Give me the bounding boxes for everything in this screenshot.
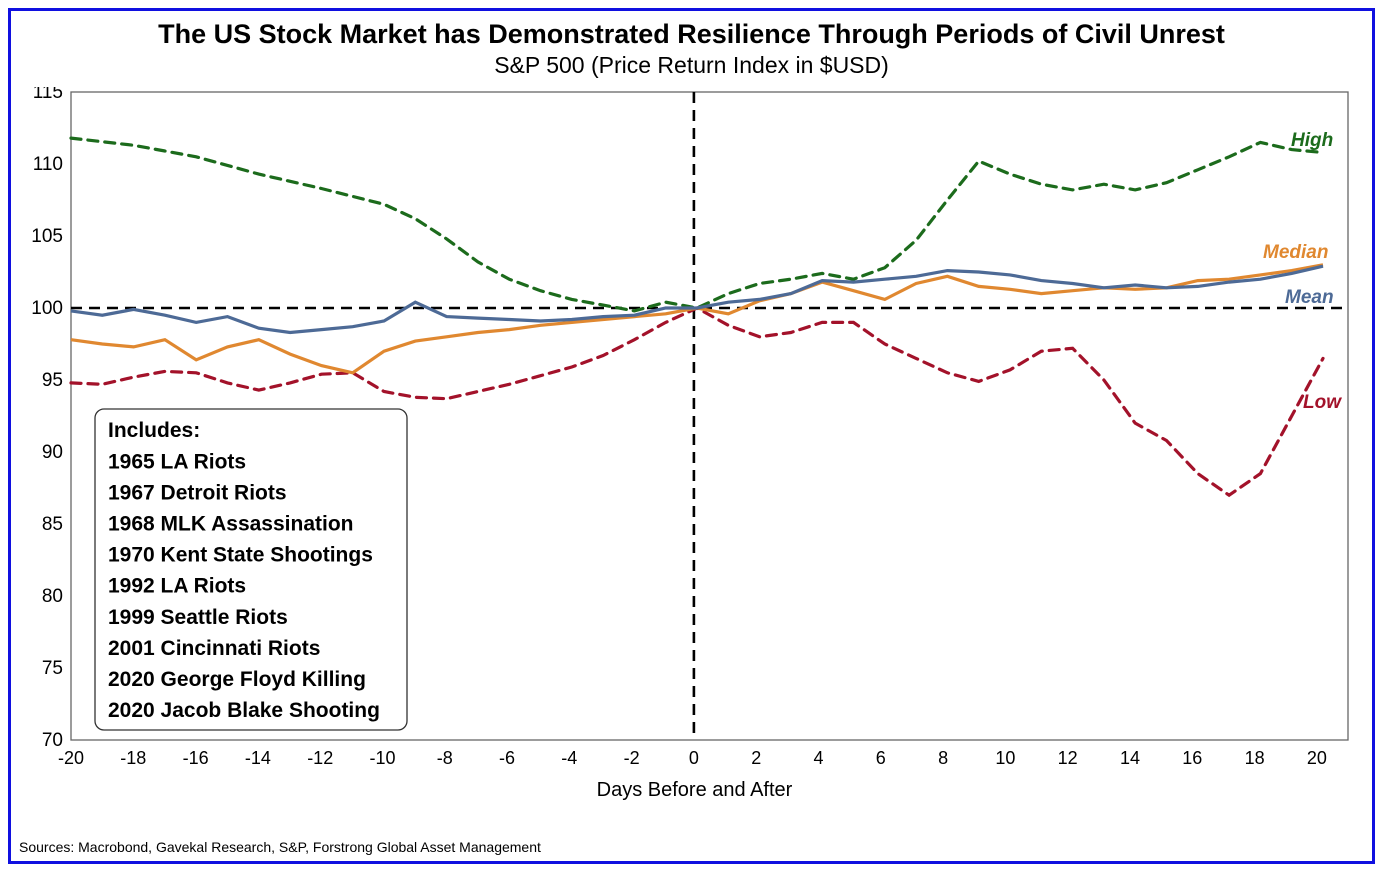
svg-text:105: 105 <box>31 226 63 247</box>
svg-text:2020 Jacob Blake Shooting: 2020 Jacob Blake Shooting <box>108 699 380 722</box>
svg-text:1999 Seattle Riots: 1999 Seattle Riots <box>108 606 288 629</box>
svg-text:1965 LA Riots: 1965 LA Riots <box>108 450 246 473</box>
svg-text:-12: -12 <box>307 748 333 768</box>
svg-text:2020 George Floyd Killing: 2020 George Floyd Killing <box>108 668 366 691</box>
svg-text:90: 90 <box>42 442 63 463</box>
svg-text:Includes:: Includes: <box>108 419 200 442</box>
svg-text:8: 8 <box>938 748 948 768</box>
svg-text:2: 2 <box>751 748 761 768</box>
svg-text:-14: -14 <box>245 748 271 768</box>
svg-text:75: 75 <box>42 658 63 679</box>
svg-text:95: 95 <box>42 370 63 391</box>
svg-text:12: 12 <box>1058 748 1078 768</box>
svg-text:18: 18 <box>1245 748 1265 768</box>
svg-text:2001 Cincinnati Riots: 2001 Cincinnati Riots <box>108 637 320 660</box>
svg-text:-2: -2 <box>624 748 640 768</box>
svg-text:10: 10 <box>995 748 1015 768</box>
svg-text:1967 Detroit Riots: 1967 Detroit Riots <box>108 481 287 504</box>
svg-text:Low: Low <box>1303 392 1342 413</box>
svg-text:1968 MLK Assassination: 1968 MLK Assassination <box>108 513 353 536</box>
svg-text:Mean: Mean <box>1285 287 1334 308</box>
svg-text:80: 80 <box>42 586 63 607</box>
svg-text:-18: -18 <box>120 748 146 768</box>
svg-text:14: 14 <box>1120 748 1140 768</box>
svg-text:-6: -6 <box>499 748 515 768</box>
svg-text:6: 6 <box>876 748 886 768</box>
svg-text:85: 85 <box>42 514 63 535</box>
svg-text:16: 16 <box>1182 748 1202 768</box>
svg-text:1992 LA Riots: 1992 LA Riots <box>108 575 246 598</box>
svg-text:110: 110 <box>33 154 63 175</box>
svg-text:Median: Median <box>1263 242 1328 263</box>
svg-text:4: 4 <box>813 748 823 768</box>
svg-text:-8: -8 <box>437 748 453 768</box>
svg-text:20: 20 <box>1307 748 1327 768</box>
svg-text:100: 100 <box>31 298 63 319</box>
svg-text:High: High <box>1291 130 1333 151</box>
svg-text:0: 0 <box>689 748 699 768</box>
svg-text:115: 115 <box>33 87 63 103</box>
svg-text:-16: -16 <box>183 748 209 768</box>
svg-text:1970 Kent State Shootings: 1970 Kent State Shootings <box>108 544 373 567</box>
svg-text:-20: -20 <box>58 748 84 768</box>
svg-text:-10: -10 <box>369 748 395 768</box>
svg-text:-4: -4 <box>561 748 577 768</box>
